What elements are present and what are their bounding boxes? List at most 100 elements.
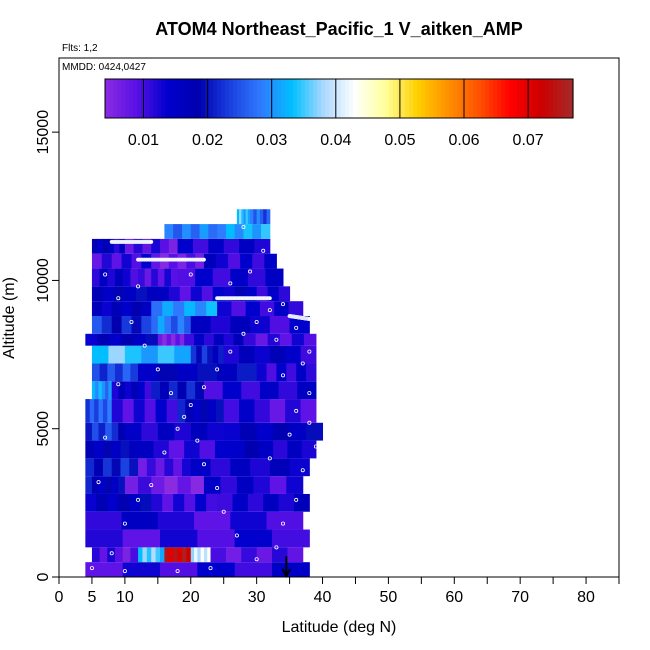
colorbar-tick-label: 0.05: [384, 132, 415, 149]
heatmap-cell: [85, 476, 93, 494]
colorbar-swatch: [257, 79, 262, 118]
colorbar-swatch: [153, 79, 158, 118]
heatmap-cell: [102, 286, 115, 302]
heatmap-cell: [213, 333, 225, 346]
heatmap-cell: [111, 399, 124, 423]
y-axis: 0 5000 10000 15000: [35, 110, 59, 581]
colorbar-swatch: [393, 79, 398, 118]
colorbar-swatch: [241, 79, 246, 118]
heatmap-cell: [263, 209, 268, 225]
colorbar-swatch: [401, 79, 406, 118]
heatmap-cell: [89, 399, 95, 423]
colorbar-frame: [104, 78, 574, 119]
sample-point: [195, 438, 200, 443]
heatmap-cell: [133, 238, 143, 254]
heatmap-cell: [241, 381, 261, 400]
heatmap-cell: [145, 333, 159, 346]
heatmap-cell: [168, 381, 179, 400]
heatmap-cell: [98, 422, 106, 441]
heatmap-cell: [157, 345, 175, 364]
colorbar-swatch: [157, 79, 162, 118]
heatmap-cell: [206, 493, 218, 512]
heatmap-cell: [153, 440, 170, 459]
heatmap-cell: [250, 458, 271, 477]
heatmap-cell: [177, 476, 192, 494]
heatmap-cell: [160, 381, 170, 400]
heatmap-cell: [177, 547, 183, 563]
colorbar-swatch: [541, 79, 546, 118]
heatmap-cell: [141, 301, 152, 317]
heatmap-cell: [286, 363, 297, 382]
heatmap-cell: [98, 476, 106, 494]
colorbar-swatch: [321, 79, 326, 118]
colorbar-swatch: [117, 79, 122, 118]
heatmap-cell: [85, 511, 123, 530]
colorbar-swatch: [473, 79, 478, 118]
heatmap-cell: [173, 493, 185, 512]
heatmap-cell: [207, 422, 225, 441]
heatmap-cell: [269, 476, 287, 494]
heatmap-cell: [101, 301, 113, 317]
sample-point: [215, 367, 220, 372]
colorbar-swatch: [125, 79, 130, 118]
heatmap-cell: [174, 422, 192, 441]
colorbar-swatch: [529, 79, 534, 118]
heatmap-cell: [122, 363, 131, 382]
colorbar-swatch: [361, 79, 366, 118]
heatmap-cell: [259, 301, 275, 317]
colorbar-swatch: [197, 79, 202, 118]
heatmap-cell: [138, 440, 154, 459]
heatmap-cell: [173, 547, 179, 563]
colorbar-swatch: [417, 79, 422, 118]
heatmap-cell: [171, 268, 179, 287]
heatmap-cell: [230, 458, 251, 477]
heatmap-cell: [184, 440, 201, 459]
heatmap-cell: [285, 345, 302, 364]
heatmap-cell: [195, 301, 207, 317]
sample-point: [155, 367, 160, 372]
heatmap-cell: [121, 511, 159, 530]
heatmap-cell: [141, 422, 159, 441]
flights-note: Flts: 1,2: [62, 43, 98, 54]
heatmap-cell: [177, 268, 196, 287]
colorbar-swatch: [249, 79, 254, 118]
sample-point: [208, 566, 213, 571]
heatmap-cell: [272, 547, 288, 563]
heatmap-cell: [118, 476, 126, 494]
sample-point: [228, 349, 233, 354]
heatmap-cell: [234, 224, 244, 239]
colorbar-swatch: [465, 79, 470, 118]
heatmap-cell: [171, 316, 179, 334]
heatmap-cell: [146, 286, 159, 302]
colorbar-swatch: [521, 79, 526, 118]
x-tick-label: 80: [577, 589, 595, 606]
colorbar-swatch: [569, 79, 574, 118]
heatmap-cell: [218, 345, 225, 364]
sample-point: [142, 343, 147, 348]
x-tick-label: 0: [55, 589, 64, 606]
sample-point: [267, 308, 272, 313]
colorbar-swatch: [217, 79, 222, 118]
heatmap-cell: [269, 345, 286, 364]
colorbar-swatch: [149, 79, 154, 118]
heatmap-cell: [256, 286, 269, 302]
heatmap-cell: [108, 381, 113, 400]
heatmap-cell: [111, 381, 119, 400]
heatmap-cell: [288, 301, 304, 317]
heatmap-cell: [85, 529, 124, 548]
heatmap-cell: [157, 286, 170, 302]
heatmap-cell: [185, 399, 194, 423]
dates-note: MMDD: 0424,0427: [62, 62, 146, 73]
colorbar-swatch: [433, 79, 438, 118]
sample-point: [182, 414, 187, 419]
colorbar-swatch: [301, 79, 306, 118]
heatmap-cell: [190, 422, 208, 441]
heatmap-cell: [85, 493, 97, 512]
heatmap-cell: [252, 224, 262, 239]
colorbar-swatch: [533, 79, 538, 118]
heatmap-cell: [230, 511, 268, 530]
colorbar-swatch: [449, 79, 454, 118]
heatmap-cell: [151, 547, 157, 563]
heatmap-cell: [118, 381, 126, 400]
